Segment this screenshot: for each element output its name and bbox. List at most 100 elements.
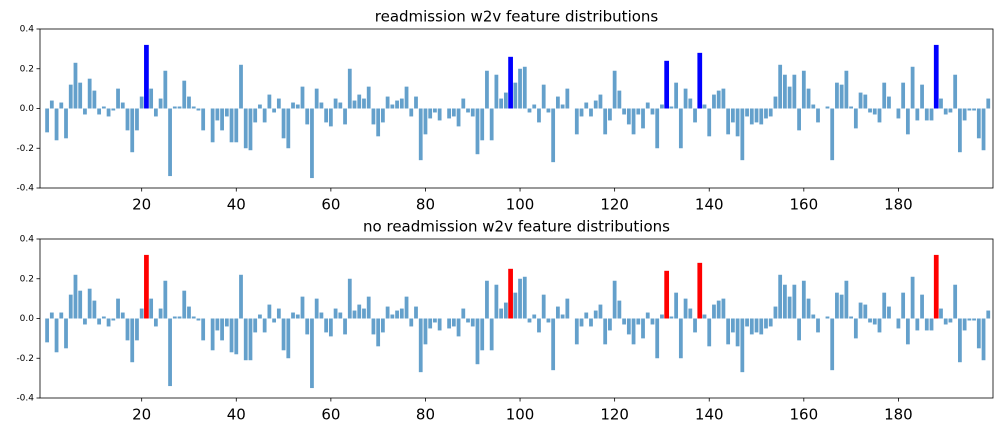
bar — [910, 276, 915, 319]
bar — [674, 292, 679, 319]
bar — [286, 318, 291, 359]
bar — [551, 108, 556, 163]
bar — [641, 318, 645, 339]
bar — [735, 108, 740, 137]
bar — [920, 84, 924, 109]
bar — [896, 108, 901, 119]
bar — [97, 318, 102, 325]
bar — [759, 108, 764, 125]
bar — [64, 318, 68, 349]
bar — [645, 312, 650, 319]
bar — [726, 318, 731, 345]
bar — [503, 302, 508, 319]
bar — [281, 108, 286, 139]
bar — [929, 108, 934, 121]
bar — [229, 108, 234, 143]
bar — [688, 98, 693, 109]
bar — [196, 108, 201, 111]
bar — [201, 318, 206, 341]
bar — [905, 318, 910, 345]
y-tick-label: 0.2 — [20, 274, 34, 284]
bar — [357, 94, 362, 109]
bar — [399, 98, 404, 109]
bar — [418, 318, 423, 373]
bar — [797, 108, 801, 131]
bar — [163, 280, 168, 319]
bar — [584, 102, 589, 109]
highlight-bar — [508, 56, 513, 109]
bar — [338, 102, 343, 109]
bar — [243, 108, 248, 149]
bar — [565, 298, 570, 319]
y-tick-label: 0.4 — [20, 25, 35, 35]
bar — [555, 306, 560, 319]
bar — [655, 318, 660, 359]
bar — [560, 104, 565, 109]
bar — [882, 292, 887, 319]
x-tick-label: 140 — [695, 196, 724, 214]
bar — [276, 98, 281, 109]
bar — [792, 284, 797, 319]
bar — [177, 316, 182, 319]
bar — [253, 318, 258, 333]
bar — [631, 108, 636, 135]
bar — [64, 108, 68, 139]
bar — [357, 304, 362, 319]
bar — [811, 314, 816, 319]
bar — [513, 292, 518, 319]
bar — [485, 280, 489, 319]
bar — [258, 314, 262, 319]
bar — [958, 108, 962, 153]
bar — [130, 108, 135, 153]
x-tick-label: 20 — [132, 406, 151, 424]
bar — [276, 308, 281, 319]
highlight-bar — [933, 44, 939, 109]
bar — [702, 314, 707, 319]
bar — [745, 108, 749, 117]
bar — [376, 108, 381, 137]
bar — [191, 106, 196, 109]
bar — [503, 92, 508, 109]
bar — [385, 96, 390, 109]
bar — [721, 88, 726, 109]
axes-frame — [39, 238, 994, 399]
bar — [631, 318, 636, 345]
highlight-bar — [508, 268, 513, 319]
bar — [461, 98, 466, 109]
x-tick-label: 160 — [789, 406, 818, 424]
bar — [712, 304, 716, 319]
bar — [768, 318, 773, 327]
bar — [617, 90, 622, 109]
bar — [584, 312, 589, 319]
bar — [669, 316, 674, 319]
bar — [759, 318, 764, 335]
bar — [135, 108, 139, 131]
bar — [475, 318, 480, 365]
bar — [806, 88, 811, 109]
bar — [253, 108, 258, 123]
bar — [366, 296, 371, 319]
bar — [139, 96, 144, 109]
bar — [324, 318, 329, 333]
bar — [693, 108, 697, 123]
bar — [778, 64, 783, 109]
bar — [783, 74, 787, 109]
bar — [939, 308, 943, 319]
bar — [428, 108, 433, 119]
bar — [962, 318, 967, 331]
bar — [234, 318, 239, 355]
bar — [267, 304, 272, 319]
bar — [272, 108, 277, 113]
bar — [962, 108, 967, 121]
bar — [116, 88, 120, 109]
bar — [986, 310, 991, 319]
bar — [172, 316, 177, 319]
highlight-bar — [664, 270, 670, 319]
bar — [423, 318, 428, 345]
bar — [215, 108, 220, 121]
bar — [324, 108, 329, 123]
bar — [527, 318, 532, 323]
bar — [565, 88, 570, 109]
bar — [343, 318, 347, 335]
bar — [532, 314, 537, 319]
